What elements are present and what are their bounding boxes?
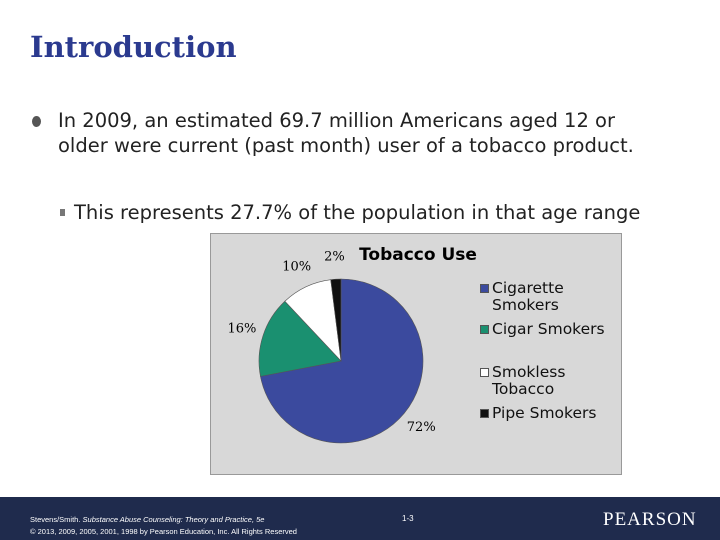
- legend-swatch: [480, 284, 489, 293]
- pie-slice: [260, 278, 424, 444]
- legend-swatch: [480, 409, 489, 418]
- legend-entry: Smokless Tobacco: [480, 363, 617, 398]
- legend-entry: Cigarette Smokers: [480, 279, 617, 314]
- chart: Tobacco Use 72% 16% 10% 2% Cigarette Smoker…: [210, 233, 622, 475]
- legend-label: Pipe Smokers: [492, 404, 597, 422]
- data-label: 72%: [407, 420, 436, 435]
- legend-entry: Pipe Smokers: [480, 404, 617, 422]
- legend-swatch: [480, 325, 489, 334]
- legend-label: Cigar Smokers: [492, 320, 605, 338]
- slide-title: Introduction: [30, 30, 237, 64]
- legend-label: Smokless Tobacco: [492, 363, 566, 398]
- legend-entry: Cigar Smokers: [480, 320, 617, 338]
- sub-bullet-marker: [60, 209, 65, 216]
- legend-label: Cigarette Smokers: [492, 279, 564, 314]
- legend-swatch: [480, 368, 489, 377]
- pie-slice: [330, 278, 342, 362]
- footer: Stevens/Smith. Substance Abuse Counselin…: [0, 497, 720, 540]
- bullet-marker: [32, 116, 41, 127]
- citation-author: Stevens/Smith.: [30, 515, 81, 524]
- data-label: 16%: [228, 321, 257, 336]
- pie-chart: Tobacco Use 72% 16% 10% 2%: [228, 245, 477, 444]
- chart-title: Tobacco Use: [359, 245, 477, 265]
- data-label: 10%: [282, 259, 311, 274]
- page-number: 1-3: [402, 514, 414, 523]
- citation-title: Substance Abuse Counseling: Theory and P…: [82, 515, 265, 524]
- pie-slice: [258, 300, 342, 377]
- sub-bullet-text: This represents 27.7% of the population …: [74, 201, 641, 224]
- bullet-text: In 2009, an estimated 69.7 million Ameri…: [58, 109, 634, 157]
- copyright: © 2013, 2009, 2005, 2001, 1998 by Pearso…: [30, 527, 297, 536]
- brand-logo: PEARSON: [603, 509, 697, 530]
- citation: Stevens/Smith. Substance Abuse Counselin…: [30, 514, 297, 538]
- data-label: 2%: [324, 250, 345, 265]
